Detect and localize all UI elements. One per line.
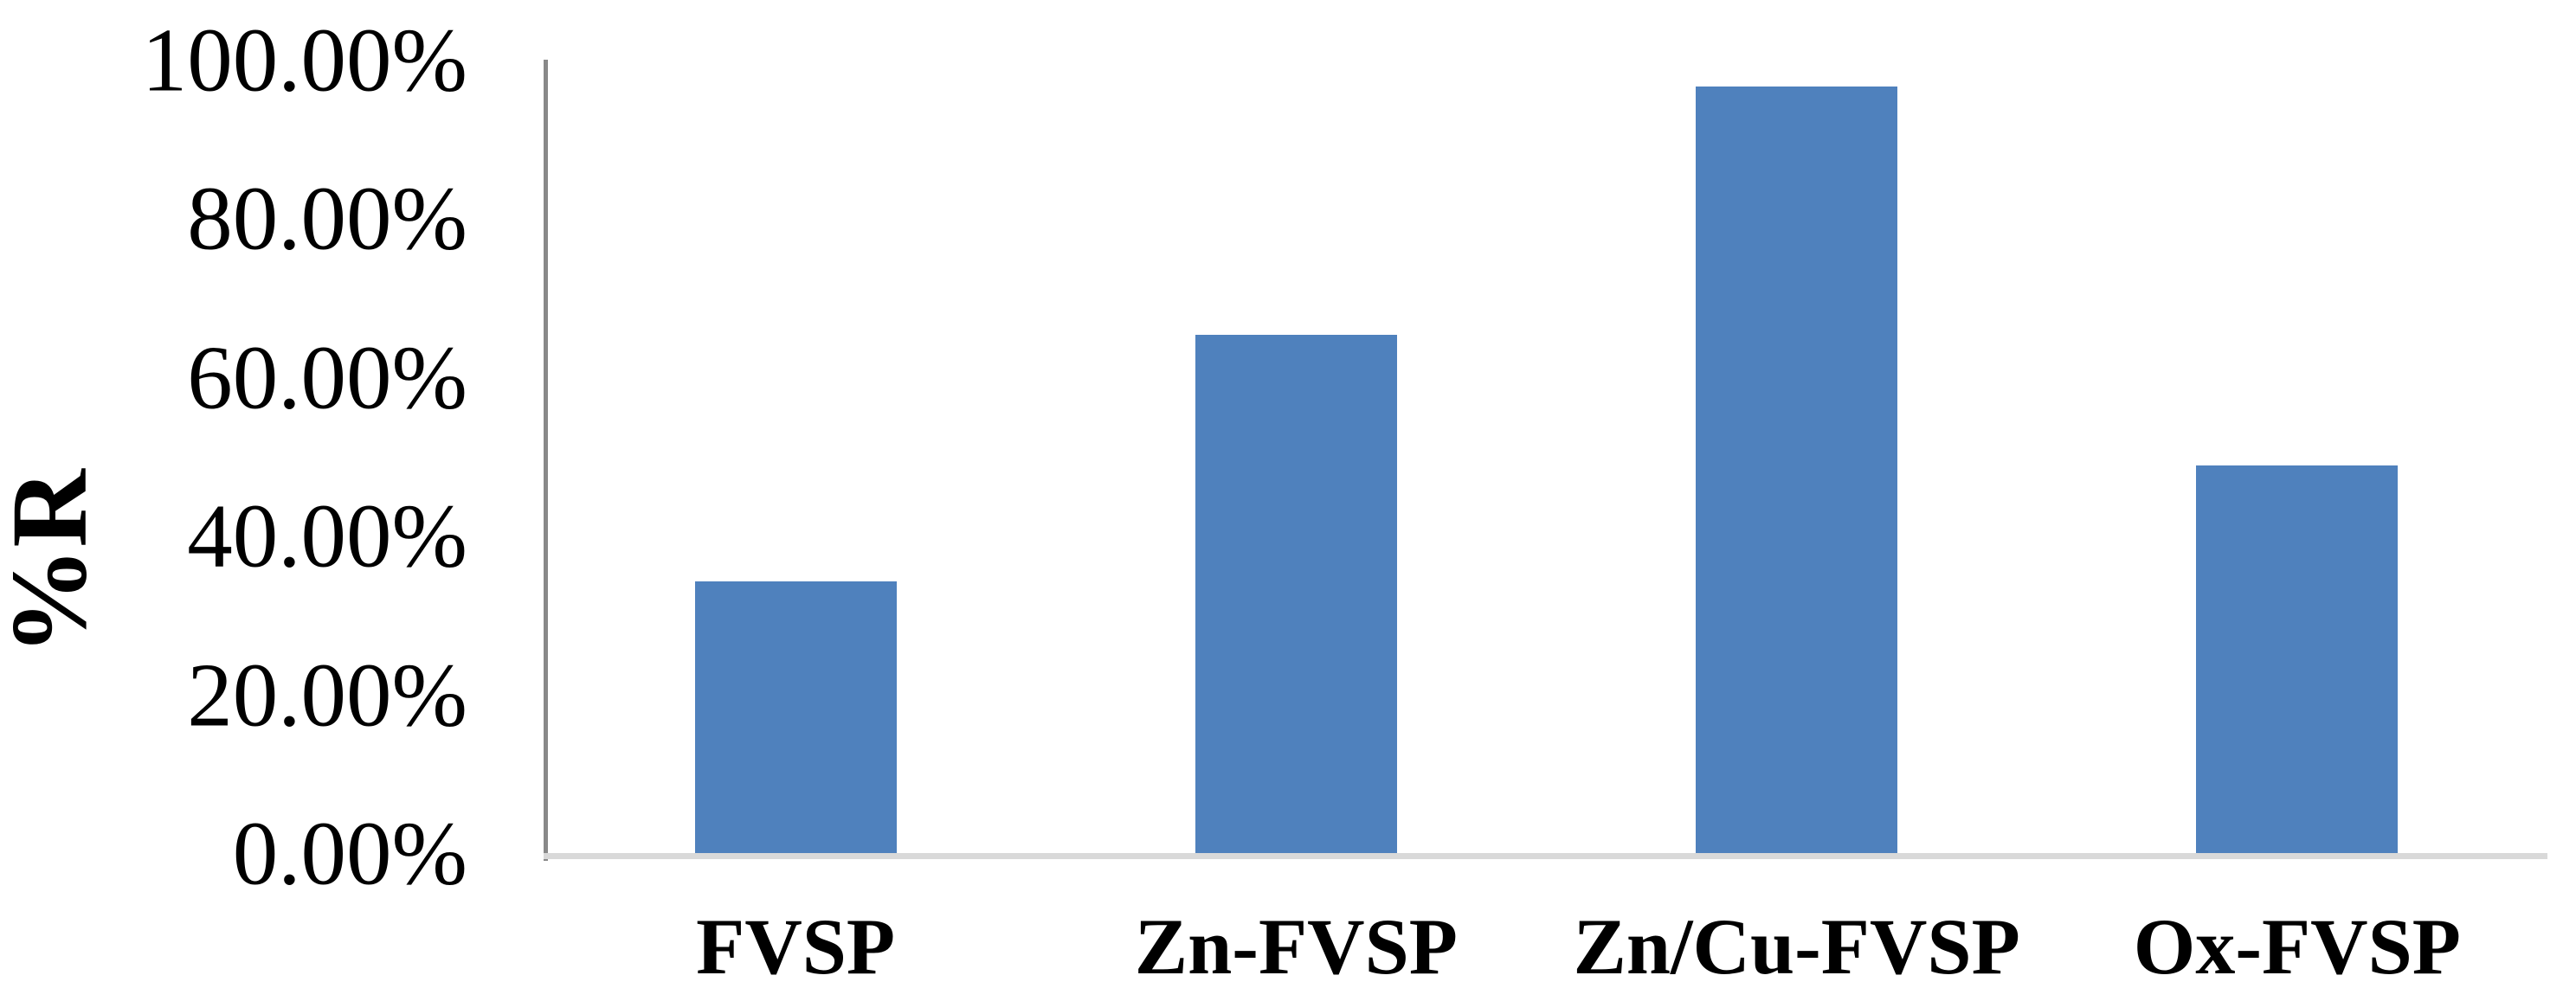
y-tick-label-20-00: 20.00% xyxy=(187,644,467,746)
x-category-label-fvsp: FVSP xyxy=(696,902,896,991)
y-tick-label-100-00: 100.00% xyxy=(141,9,467,111)
x-category-label-zn-cu-fvsp: Zn/Cu-FVSP xyxy=(1573,902,2020,991)
bar-ox-fvsp xyxy=(2196,465,2399,853)
bar-zn-cu-fvsp xyxy=(1696,87,1898,853)
y-axis-line xyxy=(544,60,548,861)
x-category-label-ox-fvsp: Ox-FVSP xyxy=(2133,902,2461,991)
y-tick-label-80-00: 80.00% xyxy=(187,167,467,269)
bar-fvsp xyxy=(694,581,897,853)
y-tick-label-0-00: 0.00% xyxy=(232,802,467,904)
bar-zn-fvsp xyxy=(1195,335,1397,853)
x-axis-baseline xyxy=(544,853,2547,859)
y-tick-label-40-00: 40.00% xyxy=(187,484,467,587)
x-category-label-zn-fvsp: Zn-FVSP xyxy=(1134,902,1458,991)
y-tick-label-60-00: 60.00% xyxy=(187,326,467,428)
